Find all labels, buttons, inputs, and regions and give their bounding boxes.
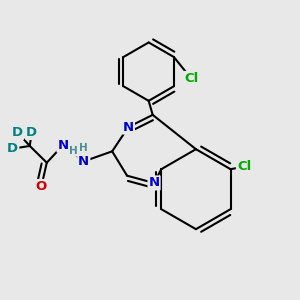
Text: N: N <box>78 155 89 168</box>
Text: H: H <box>79 143 88 153</box>
Text: D: D <box>7 142 18 155</box>
Text: H: H <box>69 146 78 156</box>
Text: N: N <box>148 176 160 190</box>
Text: O: O <box>36 180 47 193</box>
Text: N: N <box>57 139 69 152</box>
Text: N: N <box>123 121 134 134</box>
Text: D: D <box>12 126 23 139</box>
Text: Cl: Cl <box>184 72 198 85</box>
Text: Cl: Cl <box>237 160 251 173</box>
Text: D: D <box>26 126 37 139</box>
